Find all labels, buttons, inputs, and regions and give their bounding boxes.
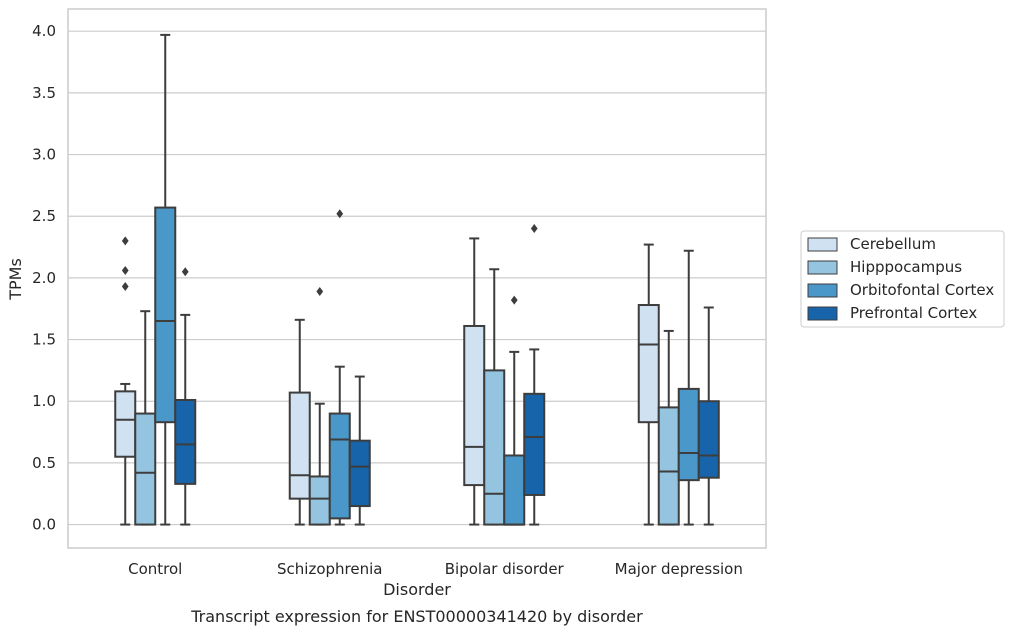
y-axis-label: TPMs bbox=[6, 258, 25, 301]
chart-caption: Transcript expression for ENST0000034142… bbox=[190, 607, 643, 626]
plot-frame bbox=[67, 8, 767, 549]
box-hipppocampus-0 bbox=[134, 310, 157, 526]
x-axis-label: Disorder bbox=[383, 580, 451, 599]
outlier-marker bbox=[336, 209, 344, 219]
y-tick-label: 4.0 bbox=[32, 22, 56, 40]
y-tick-label: 0.5 bbox=[32, 454, 56, 472]
box-body bbox=[463, 324, 486, 487]
box-prefrontal-cortex-3 bbox=[697, 306, 720, 526]
box-hipppocampus-2 bbox=[483, 268, 506, 526]
x-tick-label: Schizophrenia bbox=[277, 560, 382, 578]
y-tick-label: 3.0 bbox=[32, 146, 56, 164]
box-plot-boxes bbox=[114, 33, 720, 526]
y-tick-label: 0.0 bbox=[32, 516, 56, 534]
box-orbitofontal-cortex-2 bbox=[503, 295, 526, 526]
x-tick-label: Control bbox=[128, 560, 182, 578]
x-tick-label: Bipolar disorder bbox=[445, 560, 565, 578]
box-orbitofontal-cortex-3 bbox=[677, 249, 700, 526]
box-body bbox=[134, 412, 157, 526]
legend-label: Orbitofontal Cortex bbox=[850, 281, 994, 299]
box-body bbox=[503, 454, 526, 526]
box-hipppocampus-3 bbox=[657, 329, 680, 526]
box-body bbox=[657, 406, 680, 526]
box-hipppocampus-1 bbox=[308, 286, 331, 526]
box-body bbox=[288, 391, 311, 500]
box-orbitofontal-cortex-0 bbox=[154, 33, 177, 526]
y-tick-label: 2.0 bbox=[32, 269, 56, 287]
x-tick-label: Major depression bbox=[615, 560, 743, 578]
box-body bbox=[114, 390, 137, 458]
box-body bbox=[677, 387, 700, 482]
box-cerebellum-3 bbox=[637, 243, 660, 526]
outlier-marker bbox=[121, 282, 129, 292]
y-tick-label: 3.5 bbox=[32, 84, 56, 102]
box-prefrontal-cortex-0 bbox=[174, 267, 197, 526]
legend: Cerebellum Hipppocampus Orbitofontal Corte… bbox=[800, 230, 1005, 328]
box-body bbox=[523, 392, 546, 496]
outlier-marker bbox=[121, 265, 129, 275]
x-tick-labels: Control Schizophrenia Bipolar disorder Majo… bbox=[128, 560, 743, 578]
legend-swatch bbox=[807, 260, 838, 275]
box-body bbox=[328, 412, 351, 520]
box-body bbox=[174, 398, 197, 485]
outlier-marker bbox=[530, 224, 538, 234]
legend-swatch bbox=[807, 306, 838, 321]
box-body bbox=[348, 439, 371, 508]
legend-label: Hipppocampus bbox=[850, 258, 962, 276]
box-cerebellum-0 bbox=[114, 236, 137, 526]
legend-label: Cerebellum bbox=[850, 235, 936, 253]
box-cerebellum-2 bbox=[463, 237, 486, 526]
outlier-marker bbox=[121, 236, 129, 246]
box-prefrontal-cortex-1 bbox=[348, 375, 371, 526]
legend-swatch bbox=[807, 237, 838, 252]
legend-swatch bbox=[807, 283, 838, 298]
box-body bbox=[483, 369, 506, 526]
box-body bbox=[637, 304, 660, 424]
legend-label: Prefrontal Cortex bbox=[850, 304, 977, 322]
y-tick-label: 1.0 bbox=[32, 392, 56, 410]
box-orbitofontal-cortex-1 bbox=[328, 209, 351, 526]
box-body bbox=[154, 206, 177, 424]
outlier-marker bbox=[181, 267, 189, 277]
y-tick-labels: 0.0 0.5 1.0 1.5 2.0 2.5 3.0 3.5 4.0 bbox=[32, 22, 56, 533]
y-tick-label: 2.5 bbox=[32, 207, 56, 225]
legend-frame bbox=[800, 230, 1005, 328]
box-body bbox=[697, 400, 720, 479]
y-tick-label: 1.5 bbox=[32, 331, 56, 349]
box-prefrontal-cortex-2 bbox=[523, 224, 546, 526]
box-body bbox=[308, 475, 331, 526]
outlier-marker bbox=[316, 286, 324, 296]
outlier-marker bbox=[510, 295, 518, 305]
box-cerebellum-1 bbox=[288, 318, 311, 526]
